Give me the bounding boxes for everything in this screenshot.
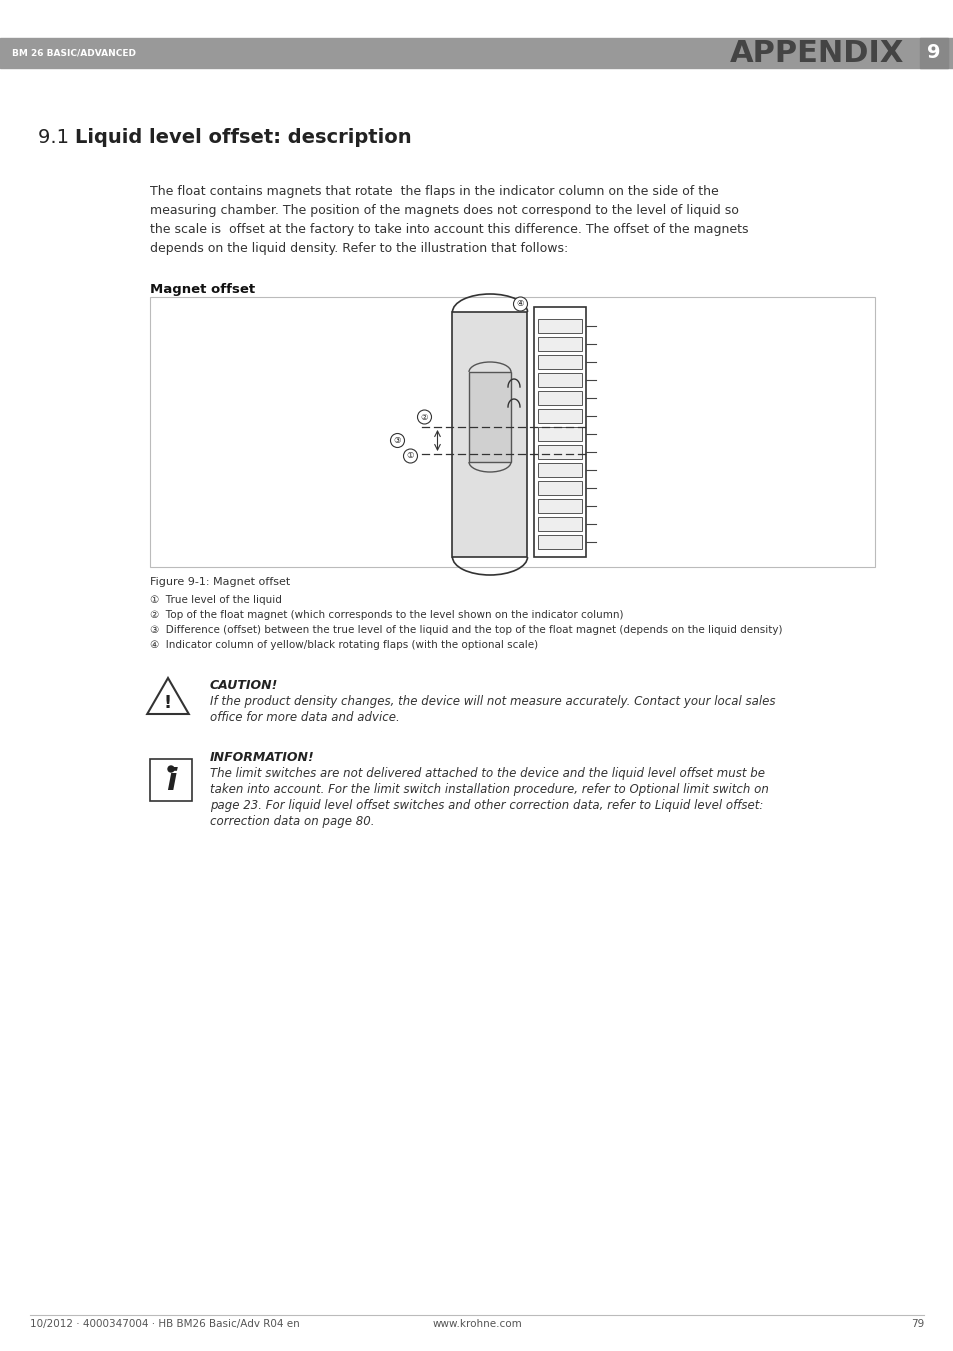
Text: 9.1: 9.1: [38, 128, 81, 147]
Text: Figure 9-1: Magnet offset: Figure 9-1: Magnet offset: [150, 577, 290, 586]
Text: ①  True level of the liquid: ① True level of the liquid: [150, 594, 281, 605]
Bar: [537, 336, 582, 351]
Bar: [537, 463, 582, 477]
Circle shape: [403, 449, 417, 463]
Bar: [919, 38, 947, 68]
Text: 10/2012 · 4000347004 · HB BM26 Basic/Adv R04 en: 10/2012 · 4000347004 · HB BM26 Basic/Adv…: [30, 1319, 299, 1329]
Text: The float contains magnets that rotate  the flaps in the indicator column on the: The float contains magnets that rotate t…: [150, 185, 718, 199]
Bar: [534, 307, 586, 557]
Text: depends on the liquid density. Refer to the illustration that follows:: depends on the liquid density. Refer to …: [150, 242, 568, 255]
Bar: [537, 319, 582, 332]
Text: 9: 9: [926, 43, 940, 62]
Text: ①: ①: [406, 451, 414, 461]
Text: The limit switches are not delivered attached to the device and the liquid level: The limit switches are not delivered att…: [210, 767, 764, 780]
Circle shape: [417, 409, 431, 424]
Text: the scale is  offset at the factory to take into account this difference. The of: the scale is offset at the factory to ta…: [150, 223, 748, 236]
Bar: [0, 38, 953, 68]
Polygon shape: [147, 678, 189, 713]
Circle shape: [513, 297, 527, 311]
Text: CAUTION!: CAUTION!: [210, 680, 278, 692]
Bar: [537, 373, 582, 386]
Bar: [537, 535, 582, 549]
Text: BM 26 BASIC/ADVANCED: BM 26 BASIC/ADVANCED: [12, 49, 136, 58]
Bar: [537, 390, 582, 405]
Text: www.krohne.com: www.krohne.com: [432, 1319, 521, 1329]
Text: 79: 79: [910, 1319, 923, 1329]
Bar: [537, 481, 582, 494]
Bar: [537, 499, 582, 513]
Text: Liquid level offset: description: Liquid level offset: description: [75, 128, 411, 147]
Text: !: !: [164, 694, 172, 712]
Bar: [452, 312, 527, 557]
Text: ③  Difference (offset) between the true level of the liquid and the top of the f: ③ Difference (offset) between the true l…: [150, 626, 781, 635]
Text: taken into account. For the limit switch installation procedure, refer to Option: taken into account. For the limit switch…: [210, 784, 768, 796]
Text: Magnet offset: Magnet offset: [150, 282, 254, 296]
Bar: [537, 355, 582, 369]
Text: office for more data and advice.: office for more data and advice.: [210, 711, 399, 724]
Text: ②: ②: [420, 412, 428, 422]
Text: page 23. For liquid level offset switches and other correction data, refer to Li: page 23. For liquid level offset switche…: [210, 798, 762, 812]
Text: correction data on page 80.: correction data on page 80.: [210, 815, 375, 828]
Text: measuring chamber. The position of the magnets does not correspond to the level : measuring chamber. The position of the m…: [150, 204, 739, 218]
Text: ④: ④: [517, 300, 524, 308]
Text: APPENDIX: APPENDIX: [729, 38, 903, 68]
Bar: [537, 409, 582, 423]
Circle shape: [168, 766, 173, 771]
Text: If the product density changes, the device will not measure accurately. Contact : If the product density changes, the devi…: [210, 694, 775, 708]
Text: ④  Indicator column of yellow/black rotating flaps (with the optional scale): ④ Indicator column of yellow/black rotat…: [150, 640, 537, 650]
Bar: [537, 517, 582, 531]
Bar: [150, 297, 874, 567]
Circle shape: [390, 434, 404, 447]
Text: ②  Top of the float magnet (which corresponds to the level shown on the indicato: ② Top of the float magnet (which corresp…: [150, 611, 623, 620]
Text: i: i: [166, 767, 176, 797]
Bar: [469, 372, 511, 462]
Bar: [537, 427, 582, 440]
Bar: [537, 444, 582, 459]
Bar: [150, 759, 192, 801]
Text: ③: ③: [394, 436, 401, 444]
Text: INFORMATION!: INFORMATION!: [210, 751, 314, 765]
